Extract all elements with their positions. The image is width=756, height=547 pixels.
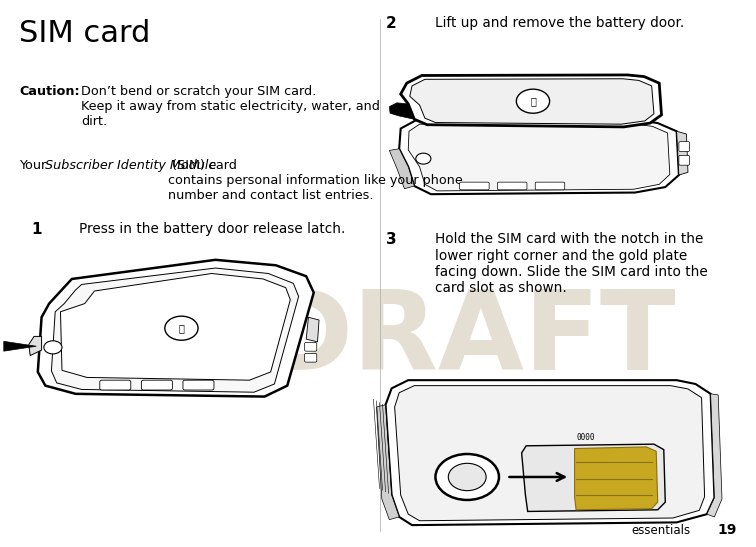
Text: Caution:: Caution: bbox=[19, 85, 79, 98]
FancyBboxPatch shape bbox=[305, 353, 317, 362]
Polygon shape bbox=[376, 405, 399, 520]
Circle shape bbox=[435, 454, 499, 500]
FancyBboxPatch shape bbox=[141, 380, 172, 390]
Text: Hold the SIM card with the notch in the
lower right corner and the gold plate
fa: Hold the SIM card with the notch in the … bbox=[435, 232, 708, 295]
Text: Ⓜ: Ⓜ bbox=[530, 96, 536, 106]
Polygon shape bbox=[306, 317, 319, 342]
Text: 0000: 0000 bbox=[577, 433, 595, 442]
FancyBboxPatch shape bbox=[183, 380, 214, 390]
Polygon shape bbox=[410, 79, 654, 124]
FancyBboxPatch shape bbox=[679, 142, 689, 152]
Text: Ⓜ: Ⓜ bbox=[178, 323, 184, 333]
Text: Subscriber Identity Module: Subscriber Identity Module bbox=[45, 159, 216, 172]
Polygon shape bbox=[51, 268, 299, 392]
FancyBboxPatch shape bbox=[100, 380, 131, 390]
Circle shape bbox=[448, 463, 486, 491]
Text: essentials: essentials bbox=[631, 524, 690, 537]
Text: 2: 2 bbox=[386, 16, 397, 31]
Polygon shape bbox=[4, 341, 36, 351]
FancyBboxPatch shape bbox=[497, 182, 527, 190]
Polygon shape bbox=[389, 149, 414, 189]
Polygon shape bbox=[522, 444, 665, 511]
Polygon shape bbox=[408, 124, 670, 191]
Polygon shape bbox=[401, 75, 662, 127]
Text: Press in the battery door release latch.: Press in the battery door release latch. bbox=[79, 222, 345, 236]
Text: 3: 3 bbox=[386, 232, 397, 247]
Polygon shape bbox=[389, 103, 414, 119]
Text: Don’t bend or scratch your SIM card.
Keep it away from static electricity, water: Don’t bend or scratch your SIM card. Kee… bbox=[81, 85, 380, 128]
Text: 19: 19 bbox=[717, 523, 737, 537]
Polygon shape bbox=[60, 274, 290, 380]
Polygon shape bbox=[399, 120, 679, 194]
FancyBboxPatch shape bbox=[679, 155, 689, 165]
Circle shape bbox=[165, 316, 198, 340]
Text: DRAFT: DRAFT bbox=[261, 286, 677, 393]
Text: Your: Your bbox=[19, 159, 50, 172]
Text: SIM card: SIM card bbox=[19, 19, 150, 48]
Polygon shape bbox=[575, 447, 658, 510]
FancyBboxPatch shape bbox=[535, 182, 565, 190]
Polygon shape bbox=[395, 386, 705, 521]
Polygon shape bbox=[707, 394, 722, 517]
Polygon shape bbox=[29, 336, 42, 356]
Text: (SIM) card
contains personal information like your phone
number and contact list: (SIM) card contains personal information… bbox=[168, 159, 463, 202]
Polygon shape bbox=[677, 131, 688, 175]
FancyBboxPatch shape bbox=[305, 342, 317, 351]
Text: 1: 1 bbox=[31, 222, 42, 237]
Circle shape bbox=[516, 89, 550, 113]
Polygon shape bbox=[386, 380, 714, 525]
Polygon shape bbox=[38, 260, 314, 397]
Text: Lift up and remove the battery door.: Lift up and remove the battery door. bbox=[435, 16, 684, 31]
Circle shape bbox=[44, 341, 62, 354]
FancyBboxPatch shape bbox=[460, 182, 489, 190]
Circle shape bbox=[416, 153, 431, 164]
